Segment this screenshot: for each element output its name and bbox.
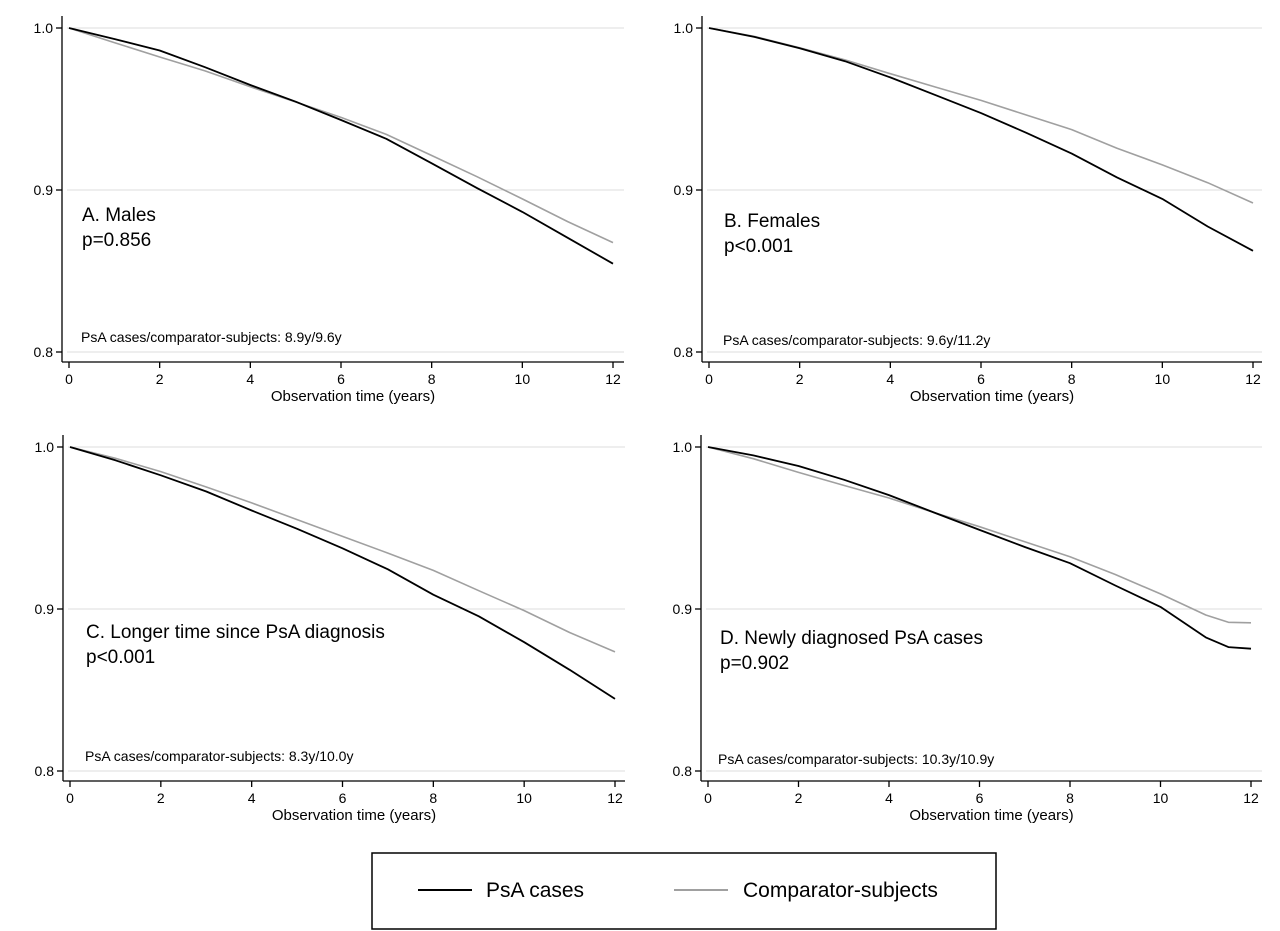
series-line-psa-cases — [68, 27, 614, 265]
y-tick-label: 0.9 — [674, 182, 694, 198]
panel-title: A. Males — [82, 205, 156, 226]
x-tick-label: 8 — [428, 371, 436, 387]
x-tick-label: 10 — [515, 371, 531, 387]
series-line-psa-cases — [69, 446, 616, 700]
y-tick-label: 0.9 — [34, 182, 54, 198]
y-tick-label: 0.9 — [673, 601, 693, 617]
panel-pvalue: p=0.902 — [720, 653, 789, 674]
x-tick-label: 2 — [156, 371, 164, 387]
x-tick-label: 8 — [1068, 371, 1076, 387]
x-tick-label: 12 — [1243, 790, 1259, 806]
legend-psa-label: PsA cases — [486, 879, 584, 902]
x-tick-label: 0 — [704, 790, 712, 806]
y-tick-label: 1.0 — [35, 439, 55, 455]
y-tick-label: 1.0 — [34, 20, 54, 36]
x-tick-label: 6 — [337, 371, 345, 387]
x-axis-label: Observation time (years) — [910, 388, 1074, 405]
x-tick-label: 10 — [1155, 371, 1171, 387]
panel-pvalue: p<0.001 — [86, 647, 155, 668]
x-tick-label: 12 — [605, 371, 621, 387]
y-tick-label: 0.8 — [35, 763, 55, 779]
panel-followup-note: PsA cases/comparator-subjects: 8.9y/9.6y — [81, 329, 342, 345]
y-tick-label: 0.8 — [673, 763, 693, 779]
x-tick-label: 6 — [976, 790, 984, 806]
series-line-comparator-subjects — [69, 446, 616, 653]
chart-panel-2: 0.8 0.9 1.0 0 2 4 6 8 10 12 Observation time (year… — [35, 435, 625, 824]
x-tick-label: 8 — [1066, 790, 1074, 806]
panels: 0.8 0.9 1.0 0 2 4 6 8 10 12 Observation time (year… — [34, 16, 1262, 824]
x-tick-label: 0 — [705, 371, 713, 387]
x-tick-label: 4 — [248, 790, 256, 806]
panel-followup-note: PsA cases/comparator-subjects: 8.3y/10.0… — [85, 748, 353, 764]
x-tick-label: 6 — [339, 790, 347, 806]
legend: PsA cases Comparator-subjects — [371, 852, 997, 930]
series-line-comparator-subjects — [708, 27, 1254, 204]
x-tick-label: 2 — [796, 371, 804, 387]
x-tick-label: 10 — [516, 790, 532, 806]
panel-pvalue: p<0.001 — [724, 236, 793, 257]
x-tick-label: 6 — [977, 371, 985, 387]
x-tick-label: 12 — [1245, 371, 1261, 387]
panel-title: D. Newly diagnosed PsA cases — [720, 628, 983, 649]
legend-comparator-label: Comparator-subjects — [743, 879, 938, 902]
x-tick-label: 8 — [429, 790, 437, 806]
panel-followup-note: PsA cases/comparator-subjects: 10.3y/10.… — [718, 751, 994, 767]
chart-panel-1: 0.8 0.9 1.0 0 2 4 6 8 10 12 Observation time (year… — [674, 16, 1262, 405]
x-tick-label: 4 — [885, 790, 893, 806]
x-tick-label: 2 — [157, 790, 165, 806]
series-line-psa-cases — [708, 27, 1254, 252]
y-tick-label: 0.8 — [674, 344, 694, 360]
x-tick-label: 2 — [795, 790, 803, 806]
x-tick-label: 10 — [1153, 790, 1169, 806]
x-axis-label: Observation time (years) — [271, 388, 435, 405]
series-line-comparator-subjects — [707, 446, 1252, 624]
panel-followup-note: PsA cases/comparator-subjects: 9.6y/11.2… — [723, 332, 990, 348]
series-line-psa-cases — [707, 446, 1252, 650]
series-line-comparator-subjects — [68, 27, 614, 244]
y-tick-label: 0.8 — [34, 344, 54, 360]
legend-box — [371, 852, 997, 930]
chart-panel-0: 0.8 0.9 1.0 0 2 4 6 8 10 12 Observation time (year… — [34, 16, 624, 405]
x-axis-label: Observation time (years) — [909, 807, 1073, 824]
y-tick-label: 1.0 — [674, 20, 694, 36]
panel-title: B. Females — [724, 211, 820, 232]
x-tick-label: 12 — [607, 790, 623, 806]
x-tick-label: 0 — [65, 371, 73, 387]
x-tick-label: 4 — [246, 371, 254, 387]
panel-pvalue: p=0.856 — [82, 230, 151, 251]
y-tick-label: 0.9 — [35, 601, 55, 617]
chart-panel-3: 0.8 0.9 1.0 0 2 4 6 8 10 12 Observation time (year… — [673, 435, 1262, 824]
x-tick-label: 4 — [886, 371, 894, 387]
x-axis-label: Observation time (years) — [272, 807, 436, 824]
y-tick-label: 1.0 — [673, 439, 693, 455]
x-tick-label: 0 — [66, 790, 74, 806]
panel-title: C. Longer time since PsA diagnosis — [86, 622, 385, 643]
